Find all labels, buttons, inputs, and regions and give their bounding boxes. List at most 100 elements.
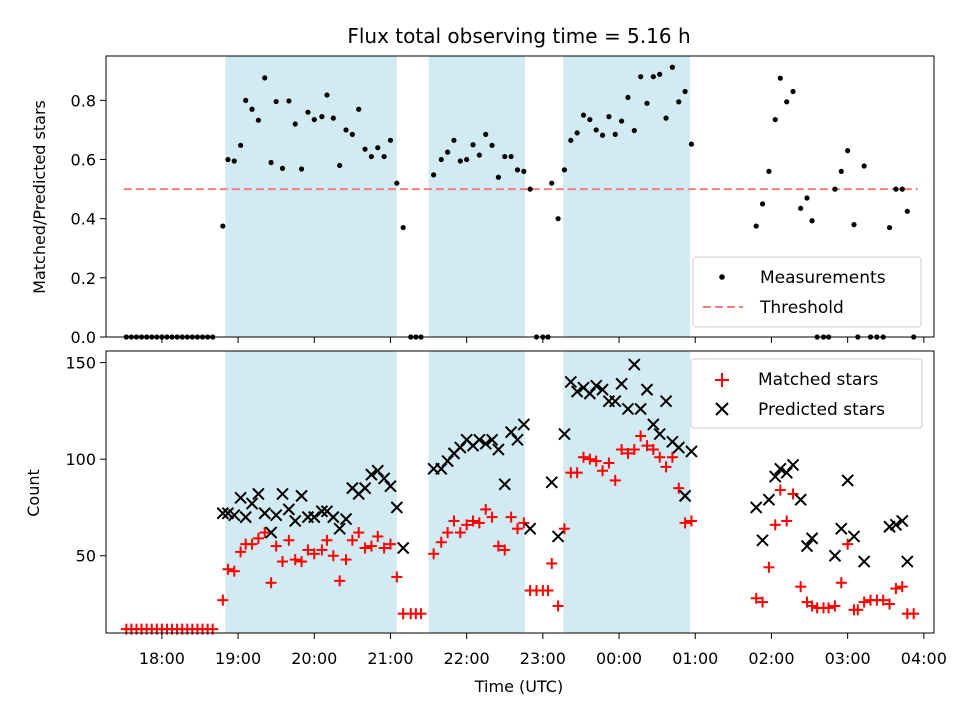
matched-star-point [542, 585, 554, 597]
matched-star-point [823, 602, 835, 614]
predicted-star-point [901, 555, 914, 568]
bottom-x-ticks: 18:00 19:00 20:00 21:00 22:00 23:00 00:00 01:00… [139, 633, 947, 668]
matched-star-point [259, 527, 271, 539]
bottom-legend-box [690, 358, 923, 429]
matched-star-point [769, 519, 781, 531]
predicted-star-point [308, 510, 321, 524]
matched-star-point [842, 538, 854, 550]
top-x-ticks [161, 337, 925, 343]
matched-star-point [673, 482, 685, 494]
matched-star-point [890, 583, 902, 595]
bottom-axes-frame [105, 350, 935, 634]
measurement-point [343, 127, 349, 133]
matched-star-point [222, 563, 234, 575]
measurement-point [249, 106, 255, 112]
measurement-point [688, 141, 695, 147]
measurement-point [618, 118, 625, 124]
matched-star-point [660, 461, 672, 473]
legend-matched-marker [715, 373, 729, 387]
measurement-point [845, 148, 851, 154]
measurement-point [759, 201, 766, 207]
matched-star-point [679, 517, 691, 529]
measurement-point [286, 98, 292, 104]
bottom-shaded-interval-1 [428, 351, 526, 633]
measurement-point [476, 152, 482, 158]
legend-predicted-label: Predicted stars [758, 400, 885, 420]
measurement-point [457, 158, 463, 164]
matched-star-point [590, 455, 602, 467]
measurement-point [381, 153, 387, 160]
matched-star-point [546, 557, 558, 569]
predicted-star-point [282, 503, 296, 516]
matched-star-point [609, 474, 621, 486]
matched-star-point [359, 542, 371, 554]
matched-star-point [858, 596, 870, 608]
measurement-point [650, 74, 656, 80]
predicted-star-point [800, 539, 814, 553]
bottom-x-tick-label: 23:00 [520, 649, 566, 668]
measurement-point [893, 186, 899, 192]
measurement-point [362, 146, 368, 152]
measurement-point [753, 223, 759, 229]
bottom-x-tick-label: 00:00 [596, 649, 642, 668]
bottom-x-tick-label: 21:00 [367, 649, 413, 668]
measurement-point [508, 153, 514, 160]
measurement-point [220, 223, 226, 229]
measurement-point [279, 165, 286, 171]
top-shaded-intervals [225, 56, 691, 337]
predicted-star-point [596, 383, 609, 396]
measurement-point [305, 109, 311, 115]
measurement-point [587, 116, 593, 123]
measurement-point [574, 130, 580, 136]
predicted-star-point [678, 489, 692, 503]
matched-star-point [378, 542, 390, 554]
bottom-x-tick-label: 04:00 [901, 649, 947, 668]
measurement-point [273, 98, 279, 105]
predicted-star-point [545, 476, 558, 489]
bottom-count-points [120, 358, 920, 635]
measurement-point [904, 208, 910, 214]
top-y-tick-label: 0.0 [71, 328, 96, 347]
matched-star-point [442, 527, 454, 539]
measurement-point [451, 137, 457, 143]
measurement-point [489, 142, 495, 148]
matched-star-point [289, 554, 301, 566]
predicted-star-point [327, 510, 340, 524]
matched-star-point [877, 594, 889, 606]
predicted-star-point [258, 507, 271, 520]
predicted-star-point [756, 534, 769, 547]
matched-star-point [577, 451, 589, 463]
matched-star-point [622, 447, 634, 459]
measurement-point [521, 168, 527, 174]
bottom-y-axis-label: Count [24, 469, 43, 517]
measurement-point [445, 149, 451, 155]
predicted-star-point [896, 514, 909, 528]
predicted-star-point [805, 532, 819, 545]
predicted-star-point [276, 487, 289, 501]
matched-star-point [217, 594, 229, 606]
measurement-point [809, 218, 815, 224]
predicted-star-point [289, 514, 302, 528]
predicted-star-point [339, 512, 353, 526]
measurement-point [394, 180, 400, 186]
matched-star-point [384, 538, 396, 550]
measurement-point [470, 142, 476, 148]
matched-star-point [635, 430, 647, 442]
measurement-point [349, 131, 355, 137]
matched-star-point [795, 581, 807, 593]
matched-star-point [666, 451, 678, 463]
matched-star-point [852, 604, 864, 616]
measurement-point [861, 163, 867, 169]
predicted-star-point [492, 443, 505, 456]
measurement-point [549, 180, 555, 186]
matched-star-point [372, 530, 384, 542]
predicted-star-point [295, 489, 308, 503]
predicted-star-point [647, 418, 660, 431]
measurement-point [593, 127, 599, 133]
matched-star-point [492, 540, 504, 552]
predicted-star-point [847, 530, 861, 543]
legend-threshold-label: Threshold [759, 298, 844, 318]
measurement-point [580, 112, 587, 118]
top-chart-title: Flux total observing time = 5.16 h [347, 24, 690, 48]
measurement-point [225, 156, 231, 163]
